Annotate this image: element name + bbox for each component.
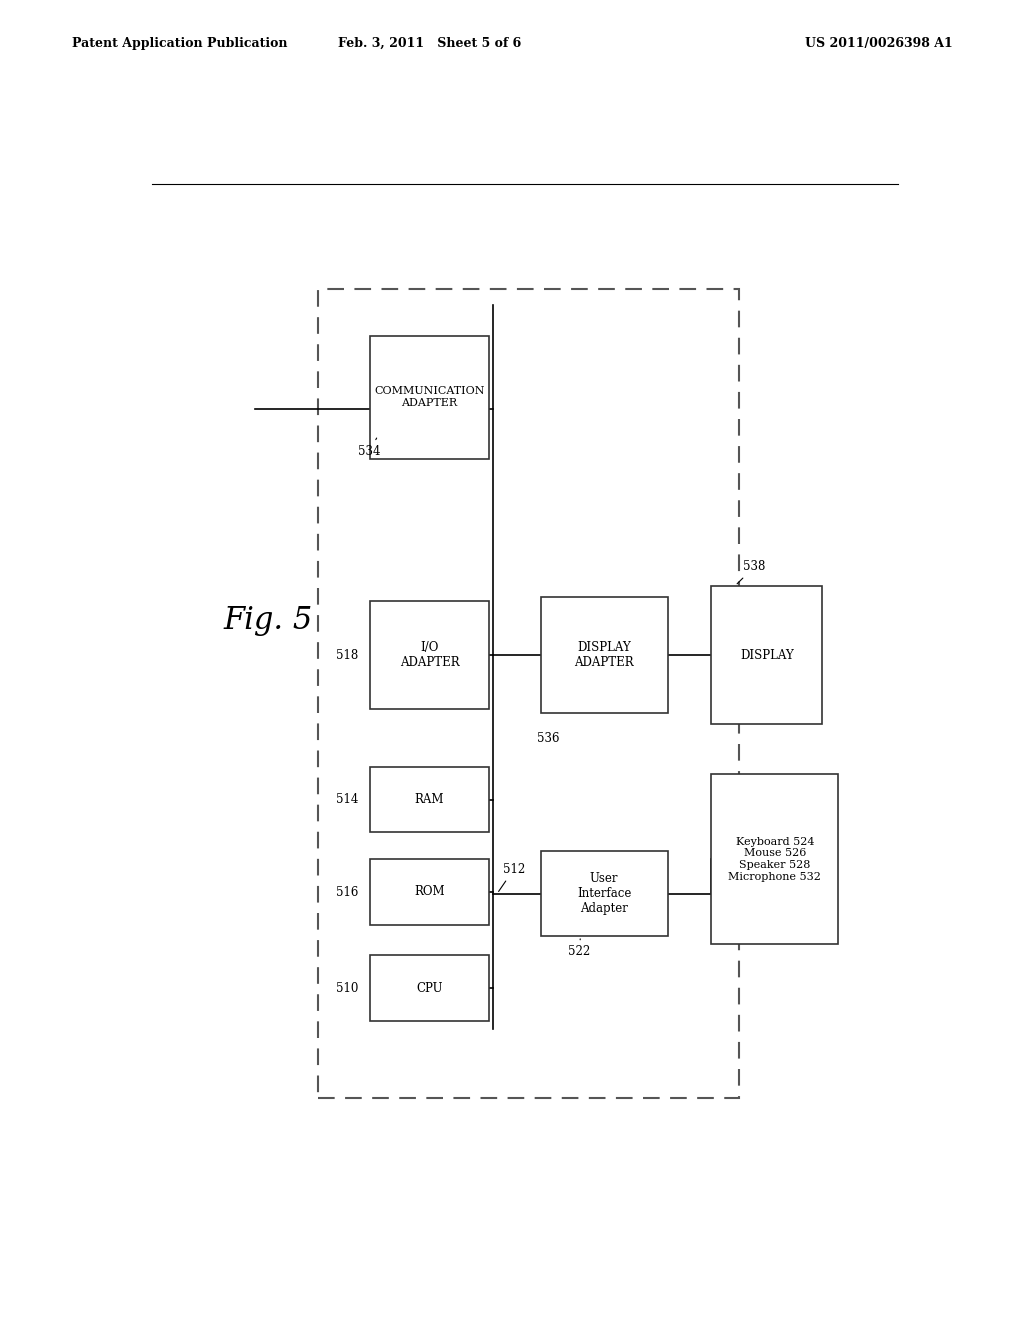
Text: DISPLAY: DISPLAY bbox=[740, 648, 794, 661]
Text: ROM: ROM bbox=[415, 886, 444, 899]
Text: 512: 512 bbox=[499, 863, 525, 891]
Bar bbox=[712, 775, 839, 944]
Bar bbox=[318, 289, 739, 1098]
Bar bbox=[370, 859, 489, 924]
Text: 534: 534 bbox=[358, 438, 381, 458]
Bar bbox=[370, 956, 489, 1020]
Text: COMMUNICATION
ADAPTER: COMMUNICATION ADAPTER bbox=[375, 387, 484, 408]
Text: User
Interface
Adapter: User Interface Adapter bbox=[577, 873, 632, 915]
Bar bbox=[712, 586, 822, 725]
Text: I/O
ADAPTER: I/O ADAPTER bbox=[399, 642, 460, 669]
Text: 522: 522 bbox=[568, 939, 591, 958]
Text: CPU: CPU bbox=[417, 982, 442, 994]
Text: Keyboard 524
Mouse 526
Speaker 528
Microphone 532: Keyboard 524 Mouse 526 Speaker 528 Micro… bbox=[728, 837, 821, 882]
Text: US 2011/0026398 A1: US 2011/0026398 A1 bbox=[805, 37, 952, 50]
Text: 518: 518 bbox=[336, 648, 358, 661]
Bar bbox=[541, 851, 668, 936]
Text: 516: 516 bbox=[336, 886, 358, 899]
Bar bbox=[370, 767, 489, 832]
Text: Feb. 3, 2011   Sheet 5 of 6: Feb. 3, 2011 Sheet 5 of 6 bbox=[339, 37, 521, 50]
Text: 514: 514 bbox=[336, 793, 358, 807]
Bar bbox=[370, 601, 489, 709]
Bar bbox=[541, 598, 668, 713]
Text: Patent Application Publication: Patent Application Publication bbox=[72, 37, 287, 50]
Bar bbox=[370, 335, 489, 459]
Text: DISPLAY
ADAPTER: DISPLAY ADAPTER bbox=[574, 642, 634, 669]
Text: Fig. 5: Fig. 5 bbox=[223, 605, 312, 636]
Text: RAM: RAM bbox=[415, 793, 444, 807]
Text: 510: 510 bbox=[336, 982, 358, 995]
Text: 536: 536 bbox=[537, 733, 559, 744]
Text: 538: 538 bbox=[737, 561, 765, 583]
